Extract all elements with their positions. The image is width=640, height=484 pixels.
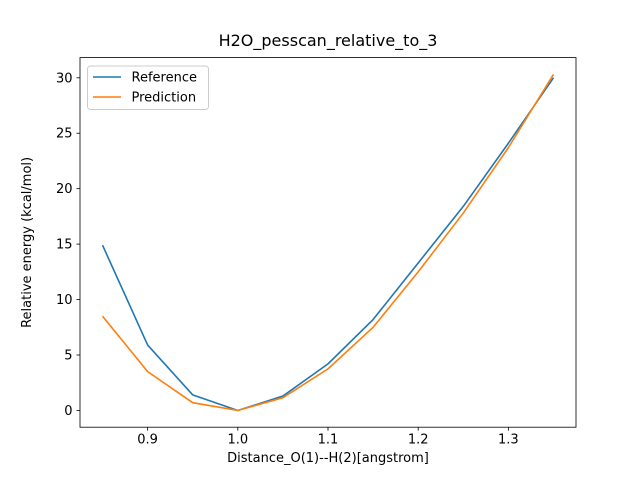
x-tick-label: 1.1 xyxy=(318,433,339,448)
y-tick-label: 15 xyxy=(56,238,73,253)
legend: Reference Prediction xyxy=(87,65,209,110)
y-tick-label: 25 xyxy=(56,127,73,142)
x-axis-label: Distance_O(1)--H(2)[angstrom] xyxy=(227,451,429,466)
y-axis-ticks: 0 5 10 15 20 25 30 xyxy=(56,71,80,419)
x-tick-label: 1.0 xyxy=(227,433,248,448)
chart-title: H2O_pesscan_relative_to_3 xyxy=(219,31,438,51)
y-axis-label: Relative energy (kcal/mol) xyxy=(20,157,35,328)
series-lines xyxy=(101,74,555,412)
plot-background xyxy=(80,57,576,428)
x-tick-label: 1.2 xyxy=(408,433,429,448)
y-tick-label: 0 xyxy=(64,404,72,419)
legend-label-prediction: Prediction xyxy=(132,91,197,106)
plot-border xyxy=(79,57,577,428)
x-tick-label: 0.9 xyxy=(137,433,158,448)
y-tick-label: 5 xyxy=(64,349,72,364)
x-axis-ticks: 0.9 1.0 1.1 1.2 1.3 xyxy=(137,427,519,448)
y-tick-label: 10 xyxy=(56,293,73,308)
legend-label-reference: Reference xyxy=(132,71,197,86)
x-tick-label: 1.3 xyxy=(498,433,519,448)
y-tick-label: 20 xyxy=(56,182,73,197)
y-tick-label: 30 xyxy=(56,71,73,86)
series-line-prediction xyxy=(101,74,555,412)
series-line-reference xyxy=(101,77,555,412)
